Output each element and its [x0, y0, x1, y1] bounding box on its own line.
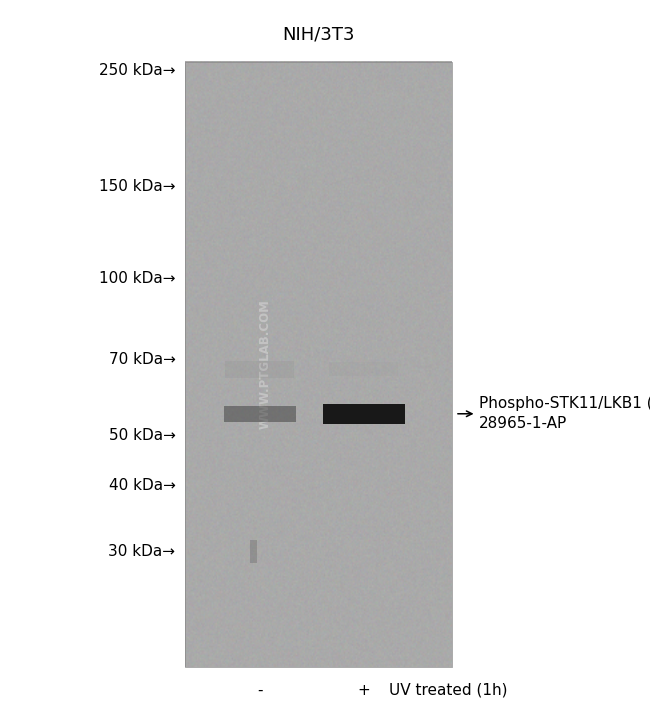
Text: 40 kDa→: 40 kDa→ — [109, 478, 176, 494]
Text: 150 kDa→: 150 kDa→ — [99, 179, 176, 194]
Bar — [226, 361, 294, 378]
Bar — [323, 404, 404, 424]
Text: 30 kDa→: 30 kDa→ — [109, 544, 176, 559]
Text: UV treated (1h): UV treated (1h) — [389, 683, 508, 698]
Text: 70 kDa→: 70 kDa→ — [109, 352, 176, 367]
Bar — [330, 362, 398, 376]
Bar — [185, 62, 452, 667]
Text: -: - — [257, 683, 263, 698]
Bar — [250, 540, 257, 563]
Text: 250 kDa→: 250 kDa→ — [99, 63, 176, 78]
Text: NIH/3T3: NIH/3T3 — [282, 25, 355, 44]
Text: +: + — [358, 683, 370, 698]
Text: WWW.PTGLAB.COM: WWW.PTGLAB.COM — [259, 299, 272, 429]
Bar — [224, 406, 296, 422]
Text: 50 kDa→: 50 kDa→ — [109, 428, 176, 443]
Text: Phospho-STK11/LKB1 (Thr189)
28965-1-AP: Phospho-STK11/LKB1 (Thr189) 28965-1-AP — [479, 397, 650, 431]
Text: 100 kDa→: 100 kDa→ — [99, 270, 176, 286]
